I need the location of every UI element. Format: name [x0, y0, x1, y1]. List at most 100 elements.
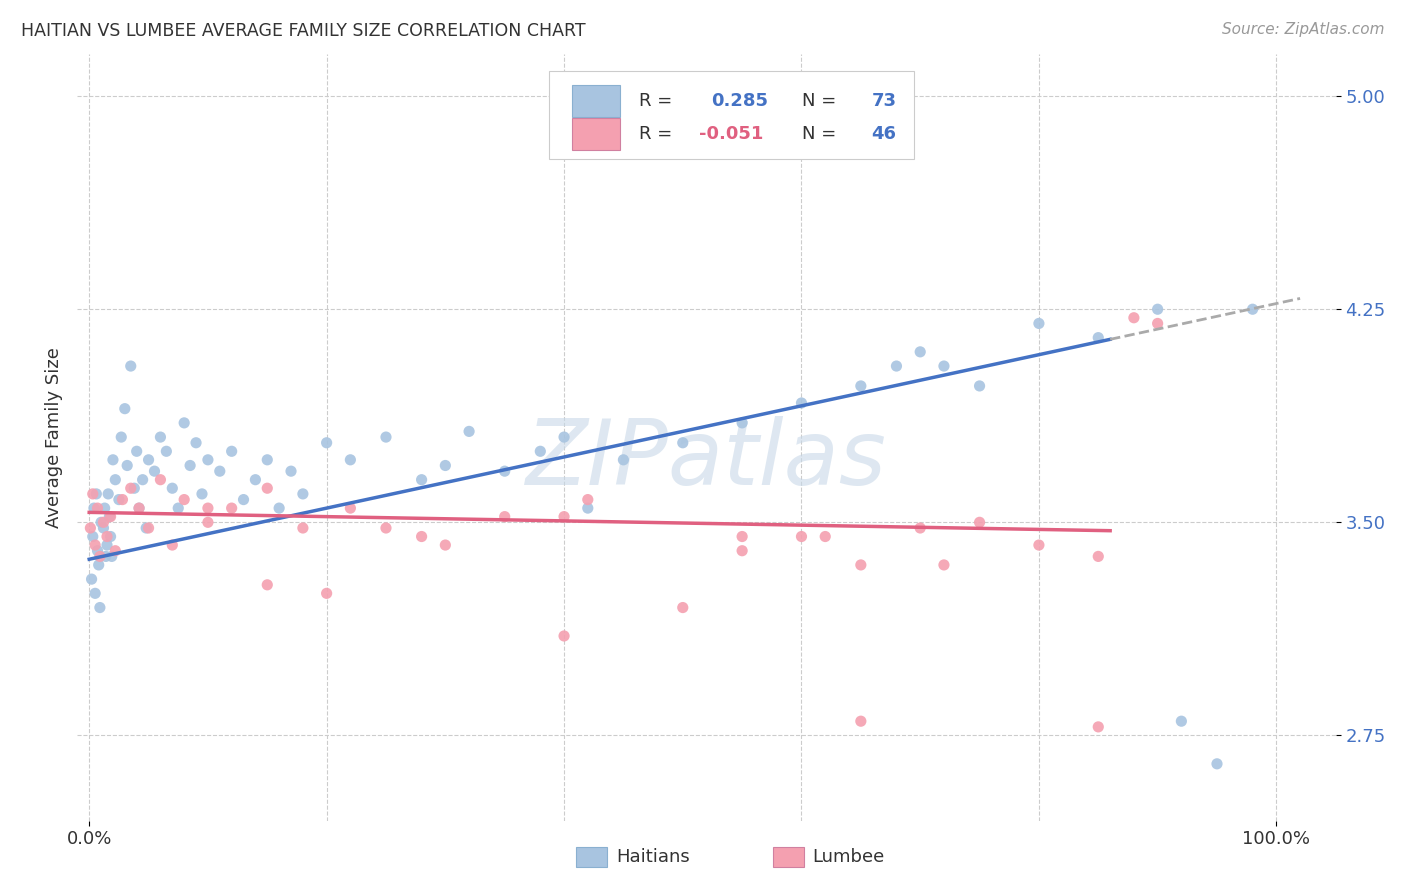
- Point: [97, 487, 120, 501]
- Point: [612, 452, 634, 467]
- Text: HAITIAN VS LUMBEE AVERAGE FAMILY SIZE CORRELATION CHART: HAITIAN VS LUMBEE AVERAGE FAMILY SIZE CO…: [21, 22, 586, 40]
- Point: [315, 586, 337, 600]
- Point: [197, 501, 219, 516]
- Y-axis label: Average Family Size: Average Family Size: [45, 347, 63, 527]
- Point: [1087, 549, 1109, 564]
- Point: [83, 501, 105, 516]
- Point: [104, 473, 127, 487]
- Point: [128, 501, 150, 516]
- Point: [82, 529, 104, 543]
- Point: [100, 509, 122, 524]
- Point: [96, 538, 118, 552]
- Point: [87, 558, 110, 572]
- Text: N =: N =: [803, 125, 842, 143]
- Point: [411, 473, 433, 487]
- Point: [1122, 310, 1144, 325]
- Point: [155, 444, 177, 458]
- Point: [1028, 317, 1050, 331]
- Point: [932, 359, 955, 373]
- Point: [100, 529, 122, 543]
- Point: [149, 473, 172, 487]
- Point: [79, 521, 101, 535]
- Point: [86, 543, 108, 558]
- Point: [790, 396, 813, 410]
- Point: [89, 549, 111, 564]
- Point: [89, 600, 111, 615]
- Point: [1146, 302, 1168, 317]
- Point: [124, 481, 146, 495]
- Point: [315, 435, 337, 450]
- Point: [731, 529, 754, 543]
- Point: [1087, 720, 1109, 734]
- Point: [1206, 756, 1229, 771]
- Point: [814, 529, 837, 543]
- Point: [232, 492, 254, 507]
- Point: [191, 487, 214, 501]
- Point: [375, 521, 398, 535]
- Point: [221, 444, 243, 458]
- Point: [82, 487, 104, 501]
- Point: [80, 572, 103, 586]
- Point: [94, 549, 117, 564]
- Point: [969, 379, 991, 393]
- Point: [197, 516, 219, 530]
- Text: Lumbee: Lumbee: [813, 848, 884, 866]
- Point: [120, 359, 142, 373]
- Point: [93, 501, 115, 516]
- Text: R =: R =: [638, 92, 678, 110]
- Text: N =: N =: [803, 92, 842, 110]
- Point: [98, 509, 121, 524]
- Point: [125, 444, 148, 458]
- Point: [731, 416, 754, 430]
- Point: [84, 586, 107, 600]
- Point: [173, 492, 195, 507]
- Point: [908, 344, 931, 359]
- Point: [162, 538, 184, 552]
- Point: [128, 501, 150, 516]
- Point: [138, 521, 160, 535]
- Point: [291, 487, 314, 501]
- Point: [93, 516, 115, 530]
- Point: [86, 501, 108, 516]
- Point: [100, 549, 122, 564]
- Point: [434, 458, 457, 473]
- Point: [104, 543, 127, 558]
- Point: [1146, 317, 1168, 331]
- Point: [1170, 714, 1192, 729]
- Point: [576, 492, 599, 507]
- Point: [553, 629, 575, 643]
- Point: [131, 473, 153, 487]
- Point: [886, 359, 908, 373]
- Text: 0.285: 0.285: [711, 92, 769, 110]
- Point: [120, 481, 142, 495]
- Point: [96, 529, 118, 543]
- FancyBboxPatch shape: [550, 71, 914, 160]
- Point: [108, 492, 131, 507]
- Point: [291, 521, 314, 535]
- Point: [84, 538, 107, 552]
- Point: [494, 464, 516, 478]
- Point: [114, 401, 136, 416]
- Point: [672, 435, 695, 450]
- Point: [672, 600, 695, 615]
- Point: [115, 458, 138, 473]
- Point: [280, 464, 302, 478]
- Point: [731, 543, 754, 558]
- Point: [969, 516, 991, 530]
- Point: [494, 509, 516, 524]
- Point: [553, 509, 575, 524]
- Point: [375, 430, 398, 444]
- Point: [849, 714, 872, 729]
- Point: [138, 452, 160, 467]
- FancyBboxPatch shape: [572, 118, 620, 150]
- Text: -0.051: -0.051: [699, 125, 763, 143]
- Point: [101, 452, 124, 467]
- Point: [111, 492, 134, 507]
- Point: [208, 464, 231, 478]
- Point: [173, 416, 195, 430]
- Text: Haitians: Haitians: [616, 848, 689, 866]
- Point: [849, 379, 872, 393]
- Point: [339, 452, 361, 467]
- Point: [1028, 538, 1050, 552]
- Point: [93, 521, 115, 535]
